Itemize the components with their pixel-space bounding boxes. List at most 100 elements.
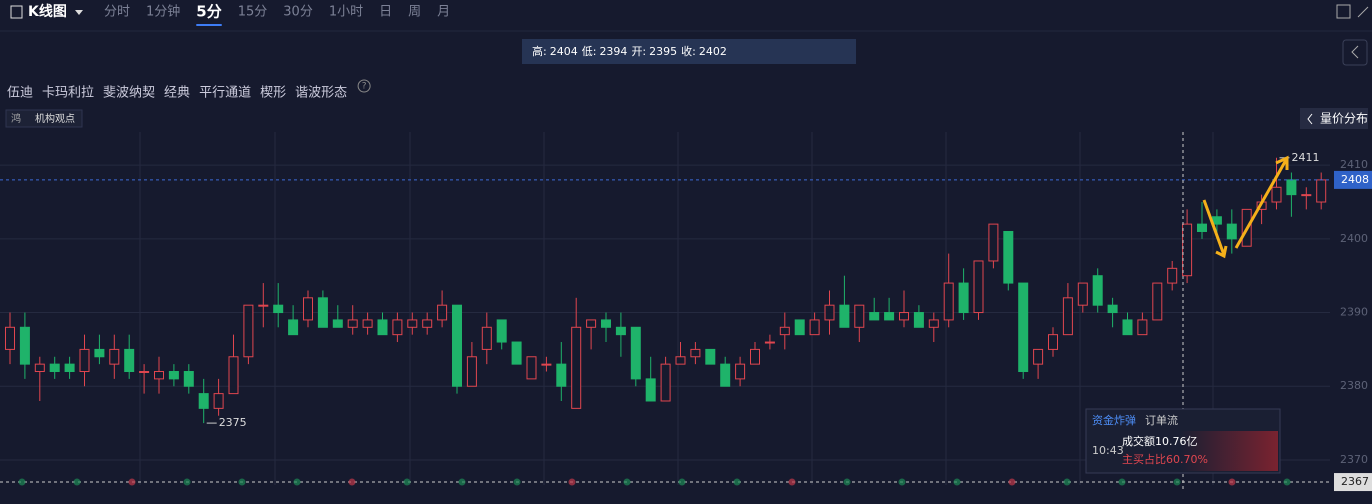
period-tab[interactable]: 分时: [104, 5, 130, 20]
candle-body: [198, 393, 209, 409]
candle-body: [64, 363, 75, 373]
ohlc-box: [522, 39, 856, 64]
candle-body: [422, 319, 433, 328]
signal-marker: [1118, 478, 1126, 486]
tool[interactable]: 斐波纳契: [103, 86, 155, 101]
candle-body: [1003, 230, 1014, 284]
candle-body: [1167, 267, 1178, 284]
candle-body: [943, 282, 954, 321]
side-button[interactable]: [1300, 108, 1368, 129]
period-tab[interactable]: 月: [437, 5, 450, 20]
candle-body: [690, 348, 701, 358]
signal-marker: [1228, 478, 1236, 486]
candle-body: [1152, 282, 1163, 321]
period-tab[interactable]: 30分: [283, 5, 313, 20]
candle-body: [928, 319, 939, 328]
tool[interactable]: 伍迪: [7, 86, 33, 101]
candle-body: [705, 348, 716, 365]
signal-marker: [183, 478, 191, 486]
period-tab[interactable]: 1小时: [329, 5, 363, 20]
signal-marker: [403, 478, 411, 486]
ohlc-part: 2394: [599, 45, 627, 58]
tool[interactable]: 经典: [164, 86, 190, 101]
signal-marker: [733, 478, 741, 486]
candle-body: [899, 312, 909, 321]
tag-icon: 鸿: [11, 112, 21, 125]
bottom-price-box: [1334, 473, 1372, 492]
period-tab[interactable]: 周: [408, 5, 421, 20]
period-tab[interactable]: 5分: [196, 3, 221, 21]
candle-body: [854, 304, 865, 328]
candle-body: [243, 304, 254, 358]
candle-body: [1062, 297, 1073, 336]
expand-icon[interactable]: [1357, 6, 1369, 18]
last-price-label: 2408: [1341, 173, 1369, 186]
candle-body: [973, 260, 984, 314]
dropdown-caret[interactable]: [75, 10, 83, 15]
candle-body: [392, 319, 403, 336]
candle-body: [288, 319, 299, 336]
ohlc-part: 2402: [699, 45, 727, 58]
candle-body: [1316, 179, 1327, 203]
ohlc-part: 收:: [681, 44, 696, 58]
candle-body: [19, 326, 30, 365]
help-text: ?: [362, 82, 367, 92]
signal-marker: [1283, 478, 1291, 486]
ohlc-part: 开:: [631, 45, 646, 58]
signal-marker: [458, 478, 466, 486]
candle-body: [630, 326, 641, 380]
signal-marker: [73, 478, 81, 486]
side-button-label: 量价分布: [1320, 112, 1368, 126]
candle-body: [824, 304, 835, 321]
candle-body: [1077, 282, 1088, 306]
candle-body: [615, 326, 626, 336]
collapse-icon: [1351, 45, 1359, 59]
candle-body: [1301, 194, 1312, 197]
signal-marker: [1173, 478, 1181, 486]
candle-body: [213, 393, 224, 409]
candlestick-chart: 2370 2380 2390 2400 2410 2408 2367 2375 2411: [0, 132, 1372, 492]
candle-body: [183, 371, 194, 387]
tag[interactable]: [5, 109, 83, 128]
candle-body: [511, 341, 522, 365]
y-tick-label: 2400: [1340, 232, 1368, 245]
tool[interactable]: 卡玛利拉: [42, 86, 94, 101]
candle-body: [720, 363, 731, 387]
candle-body: [764, 341, 775, 344]
info-tab[interactable]: 资金炸弹: [1092, 413, 1136, 427]
candle-body: [1182, 223, 1193, 277]
toolbar-title[interactable]: K线图: [28, 3, 67, 20]
tool[interactable]: 楔形: [260, 86, 286, 101]
candle-body: [645, 378, 656, 402]
candle-body: [958, 282, 969, 314]
period-tab[interactable]: 1分钟: [146, 4, 180, 20]
help-icon[interactable]: [357, 79, 371, 93]
candle-body: [496, 319, 507, 343]
candle-body: [258, 304, 269, 307]
signal-marker: [953, 478, 961, 486]
signal-marker: [788, 478, 796, 486]
ohlc-part: 2395: [649, 45, 677, 58]
candle-body: [168, 371, 179, 380]
arrows: [1202, 155, 1289, 259]
collapse-button[interactable]: [1342, 39, 1368, 66]
tool[interactable]: 谐波形态: [295, 86, 347, 101]
candle-body: [154, 371, 164, 380]
candle-body: [1197, 223, 1207, 232]
candle-body: [601, 319, 611, 328]
candle-body: [332, 319, 343, 328]
candle-body: [735, 363, 746, 380]
candle-body: [913, 312, 924, 328]
signal-marker: [843, 478, 851, 486]
period-tab[interactable]: 日: [379, 5, 392, 20]
info-tab[interactable]: 订单流: [1145, 413, 1178, 427]
signal-marker: [513, 478, 521, 486]
period-tab[interactable]: 15分: [238, 5, 268, 20]
candle-body: [407, 319, 418, 328]
candle-body: [79, 348, 90, 373]
tool[interactable]: 平行通道: [199, 86, 251, 101]
signal-marker: [623, 478, 631, 486]
candle-body: [362, 319, 373, 328]
layout-icon[interactable]: [1336, 4, 1351, 19]
candle-body: [1018, 282, 1029, 373]
